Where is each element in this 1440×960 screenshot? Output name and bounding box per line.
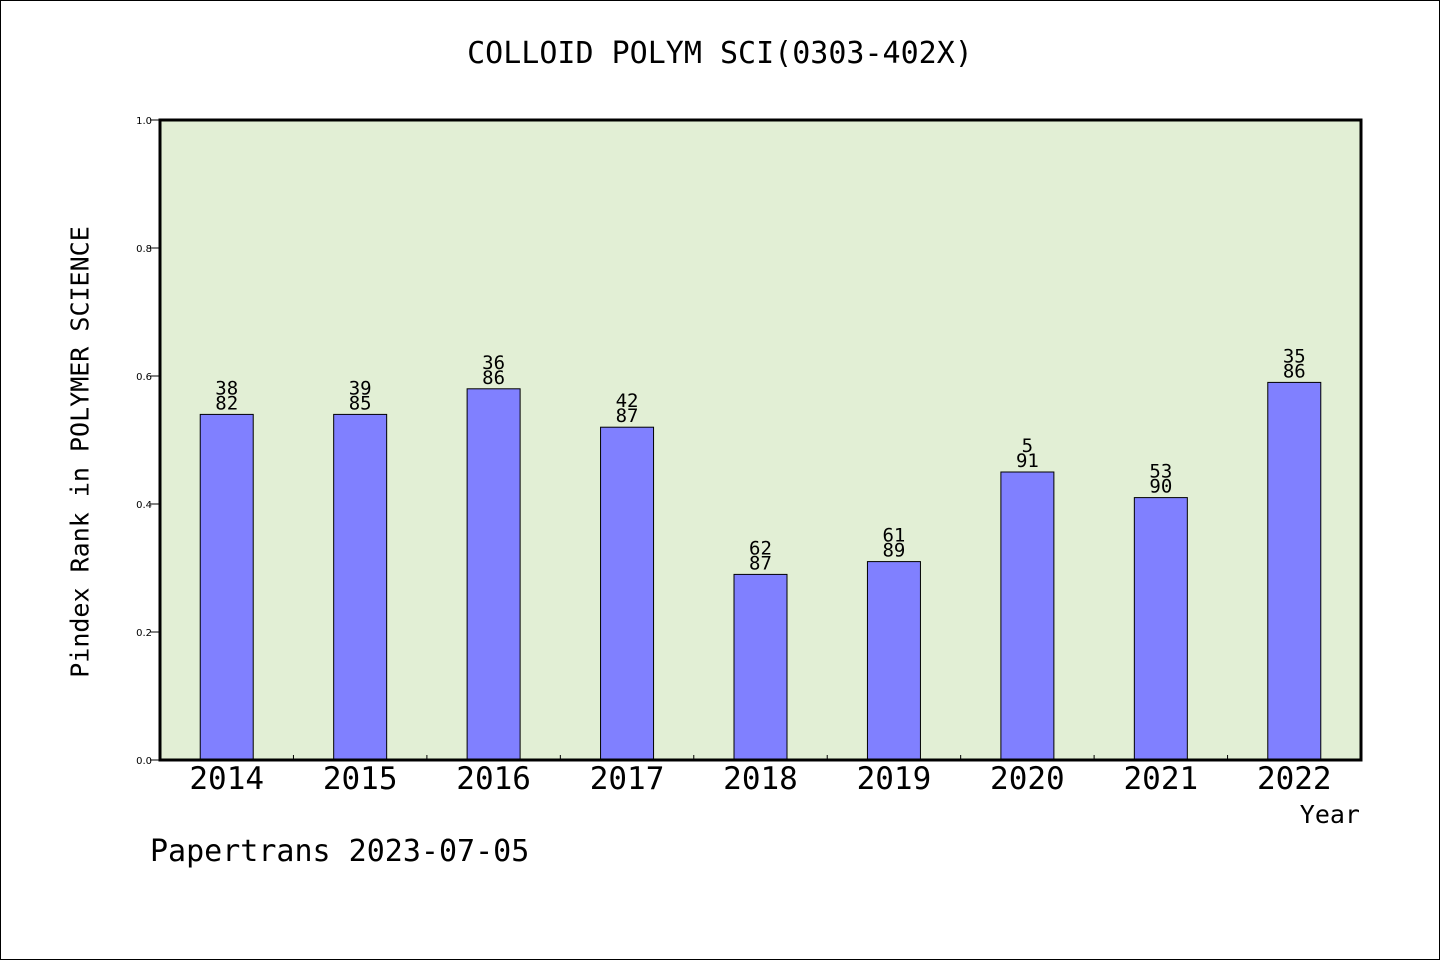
x-tick-label: 2020	[990, 761, 1065, 797]
y-tick-label: 1.0	[136, 116, 152, 127]
bar-2017	[600, 426, 655, 761]
bar-2022	[1267, 381, 1322, 761]
bar-label-total: 86	[482, 367, 505, 389]
bar-label-rank: 61	[882, 525, 905, 547]
footer-credit: Papertrans 2023-07-05	[150, 834, 530, 869]
bar-label-rank: 39	[349, 377, 372, 399]
bars	[199, 381, 1322, 761]
bar-2020	[1000, 471, 1055, 761]
x-tick-label: 2016	[456, 761, 531, 797]
bar-label-rank: 42	[616, 390, 639, 412]
bar-label-rank: 62	[749, 537, 772, 559]
y-tick-label: 0.2	[136, 628, 152, 639]
x-tick-label: 2018	[723, 761, 798, 797]
x-tick-label: 2019	[857, 761, 932, 797]
x-tick-label: 2022	[1257, 761, 1332, 797]
bar-label-rank: 38	[215, 377, 238, 399]
y-tick-label: 0.0	[136, 756, 152, 767]
chart-title: COLLOID POLYM SCI(0303-402X)	[467, 36, 973, 71]
x-tick-label: 2017	[590, 761, 665, 797]
bar-label-total: 86	[1283, 360, 1306, 382]
plot-border	[158, 118, 1363, 762]
data-labels: 2014388220153985201636862017428720186287…	[189, 345, 1331, 797]
bar-2016	[466, 388, 521, 761]
bar-2019	[866, 561, 921, 761]
bar-label-total: 87	[749, 552, 772, 574]
bar-label-total: 87	[616, 405, 639, 427]
bar-label-total: 91	[1016, 450, 1039, 472]
bar-2015	[333, 413, 388, 761]
bar-label-total: 85	[349, 392, 372, 414]
bar-label-rank: 5	[1022, 435, 1033, 457]
bar-label-rank: 53	[1149, 461, 1172, 483]
bar-label-rank: 36	[482, 352, 505, 374]
bar-2021	[1133, 497, 1188, 761]
x-tick-label: 2015	[323, 761, 398, 797]
bar-label-total: 82	[215, 392, 238, 414]
x-tick-label: 2014	[189, 761, 264, 797]
y-tick-label: 0.4	[136, 500, 152, 511]
y-tick-label: 0.8	[136, 244, 152, 255]
bar-label-rank: 35	[1283, 345, 1306, 367]
bar-2018	[733, 573, 788, 761]
x-axis-label: Year	[1299, 800, 1360, 829]
bar-label-total: 89	[882, 540, 905, 562]
bar-label-total: 90	[1149, 476, 1172, 498]
y-tick-label: 0.6	[136, 372, 152, 383]
x-tick-label: 2021	[1124, 761, 1199, 797]
bar-2014	[199, 413, 254, 761]
